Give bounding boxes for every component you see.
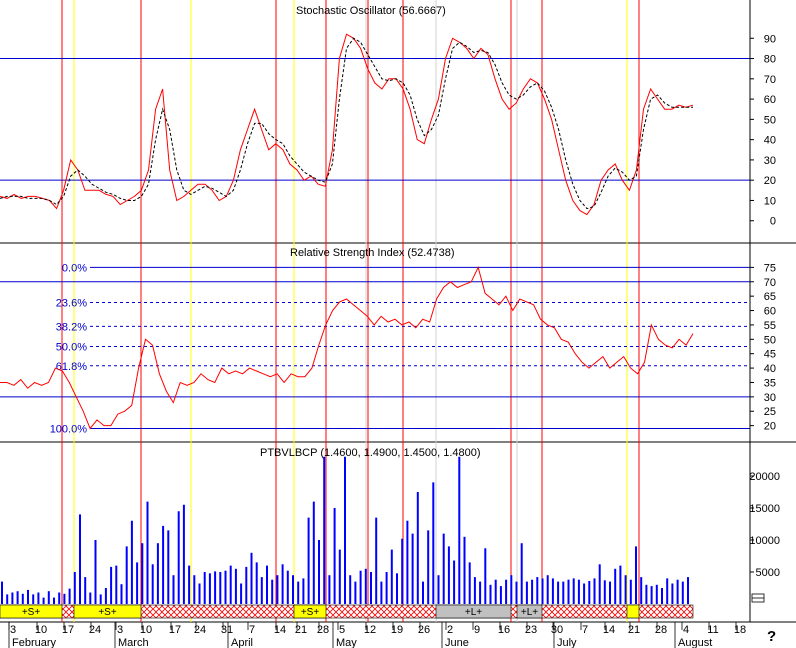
day-label: 30	[551, 624, 563, 636]
y-tick-label: 40	[764, 363, 776, 375]
signal-block	[293, 604, 327, 619]
y-tick-label: 30	[764, 392, 776, 404]
day-label: 31	[221, 624, 233, 636]
oscillator-line	[0, 33, 694, 216]
day-label: 24	[194, 624, 206, 636]
month-label: February	[12, 637, 57, 648]
y-tick-label: 70	[764, 74, 776, 86]
day-label: 4	[683, 624, 689, 636]
y-tick-label: 25	[764, 406, 776, 418]
volume-panel: PTBVLBCP (1.4600, 1.4900, 1.4500, 1.4800…	[1, 447, 780, 604]
y-tick-label: 10000	[749, 535, 780, 547]
signal-block	[73, 604, 142, 619]
month-label: March	[118, 637, 149, 648]
day-label: 26	[418, 624, 430, 636]
fibonacci-level-label: 100.0%	[50, 423, 88, 435]
y-tick-label: 60	[764, 306, 776, 318]
y-tick-label: 50	[764, 334, 776, 346]
y-tick-label: 35	[764, 377, 776, 389]
day-label: 24	[89, 624, 101, 636]
signal-block	[0, 604, 63, 619]
day-label: 12	[364, 624, 376, 636]
day-label: 19	[391, 624, 403, 636]
y-tick-label: 5000	[756, 567, 780, 579]
rsi-title: Relative Strength Index (52.4738)	[290, 247, 455, 259]
day-label: 3	[10, 624, 16, 636]
y-tick-label: 70	[764, 277, 776, 289]
signal-label: +S+	[22, 607, 41, 618]
time-axis: 3 10 17 24 3 10 17 24 31 7 14 21 28 5 12 19 26 2 9 16 23 30 7 1…	[8, 622, 746, 648]
y-tick-label: 50	[764, 114, 776, 126]
day-label: 17	[169, 624, 181, 636]
day-label: 9	[474, 624, 480, 636]
stochastic-title: Stochastic Oscillator (56.6667)	[296, 5, 446, 17]
y-tick-label: 60	[764, 94, 776, 106]
fibonacci-level-label: 38.2%	[56, 321, 87, 333]
signal-label: +L+	[521, 607, 538, 618]
day-label: 21	[295, 624, 307, 636]
day-label: 17	[62, 624, 74, 636]
day-label: 18	[734, 624, 746, 636]
month-label: August	[678, 637, 712, 648]
signal-label: +L+	[465, 607, 482, 618]
signal-strip: +S+ +S+ +S+ +L+ +L+	[0, 604, 694, 619]
fibonacci-level-label: 61.8%	[56, 361, 87, 373]
scroll-widget[interactable]	[751, 593, 765, 603]
y-tick-label: 75	[764, 262, 776, 274]
y-tick-label: 40	[764, 135, 776, 147]
y-tick-label: 20000	[749, 471, 780, 483]
y-tick-label: 30	[764, 155, 776, 167]
signal-line	[0, 37, 693, 210]
signal-block	[626, 604, 640, 619]
fibonacci-level-label: 50.0%	[56, 342, 87, 354]
day-label: 14	[274, 624, 286, 636]
day-label: 2	[447, 624, 453, 636]
y-tick-label: 80	[764, 54, 776, 66]
y-tick-label: 55	[764, 320, 776, 332]
y-tick-label: 20	[764, 421, 776, 433]
day-label: 10	[140, 624, 152, 636]
day-label: 28	[317, 624, 329, 636]
signal-label: +S+	[301, 607, 320, 618]
signal-block	[435, 604, 512, 619]
month-label: April	[231, 637, 253, 648]
day-label: 16	[498, 624, 510, 636]
month-label: June	[445, 637, 469, 648]
signal-block	[516, 604, 543, 619]
stochastic-panel: Stochastic Oscillator (56.6667) 0 10 20 30 4…	[0, 5, 776, 228]
y-tick-label: 90	[764, 33, 776, 45]
y-tick-label: 20	[764, 175, 776, 187]
help-mark: ?	[767, 628, 776, 645]
oscillator-line	[0, 265, 694, 430]
volume-title: PTBVLBCP (1.4600, 1.4900, 1.4500, 1.4800…	[260, 447, 481, 459]
day-label: 7	[249, 624, 255, 636]
y-tick-label: 45	[764, 349, 776, 361]
day-label: 10	[35, 624, 47, 636]
signal-label: +S+	[98, 607, 117, 618]
day-label: 3	[117, 624, 123, 636]
y-tick-label: 10	[764, 195, 776, 207]
day-label: 5	[339, 624, 345, 636]
day-label: 7	[582, 624, 588, 636]
y-tick-label: 0	[770, 216, 776, 228]
month-label: May	[336, 637, 357, 648]
day-label: 14	[603, 624, 615, 636]
fibonacci-level-label: 23.6%	[56, 297, 87, 309]
month-label: July	[557, 637, 577, 648]
rsi-panel: Relative Strength Index (52.4738) 20 25 30…	[0, 247, 776, 435]
fibonacci-level-label: 0.0%	[62, 262, 87, 274]
y-tick-label: 65	[764, 291, 776, 303]
day-label: 11	[707, 624, 718, 636]
panel-borders	[0, 0, 796, 623]
signal-vertical-lines	[61, 0, 640, 622]
y-tick-label: 15000	[749, 503, 780, 515]
day-label: 21	[628, 624, 640, 636]
day-label: 23	[525, 624, 537, 636]
day-label: 28	[655, 624, 667, 636]
